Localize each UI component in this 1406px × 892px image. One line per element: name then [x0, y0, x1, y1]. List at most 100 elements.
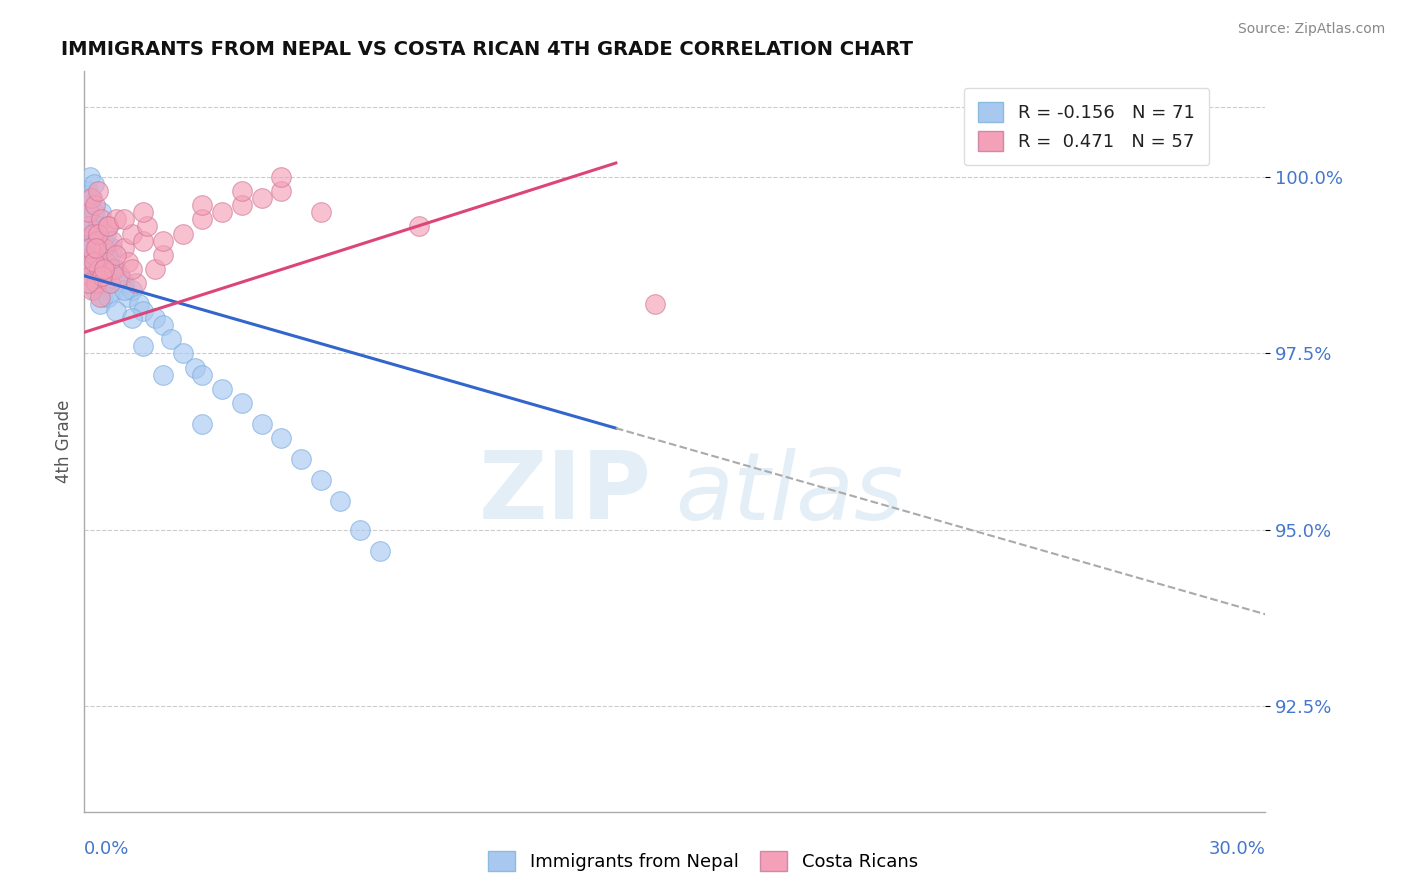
Point — [86, 276, 108, 290]
Point — [98, 276, 121, 290]
Point — [121, 283, 143, 297]
Point — [93, 234, 115, 248]
Point — [75, 205, 97, 219]
Point — [152, 248, 174, 262]
Point — [121, 227, 143, 241]
Point — [103, 283, 125, 297]
Point — [86, 234, 108, 248]
Point — [80, 276, 103, 290]
Point — [77, 198, 100, 212]
Point — [94, 227, 117, 241]
Point — [83, 248, 105, 262]
Point — [89, 241, 111, 255]
Point — [83, 177, 105, 191]
Point — [211, 205, 233, 219]
Point — [108, 268, 131, 283]
Point — [77, 276, 100, 290]
Text: ZIP: ZIP — [478, 448, 651, 540]
Point — [172, 346, 194, 360]
Point — [89, 290, 111, 304]
Point — [112, 241, 135, 255]
Point — [87, 219, 110, 234]
Point — [94, 254, 117, 268]
Point — [80, 191, 103, 205]
Point — [79, 234, 101, 248]
Point — [93, 241, 115, 255]
Point — [90, 212, 112, 227]
Point — [90, 205, 112, 219]
Point — [112, 212, 135, 227]
Point — [132, 234, 155, 248]
Y-axis label: 4th Grade: 4th Grade — [55, 400, 73, 483]
Point — [101, 241, 124, 255]
Point — [76, 227, 98, 241]
Point — [89, 283, 111, 297]
Point — [124, 276, 146, 290]
Point — [191, 198, 214, 212]
Point — [104, 212, 127, 227]
Point — [91, 268, 114, 283]
Point — [152, 368, 174, 382]
Point — [82, 283, 104, 297]
Point — [97, 290, 120, 304]
Point — [191, 368, 214, 382]
Point — [97, 219, 120, 234]
Point — [84, 227, 107, 241]
Point — [77, 205, 100, 219]
Text: 30.0%: 30.0% — [1209, 840, 1265, 858]
Point — [82, 191, 104, 205]
Point — [132, 339, 155, 353]
Point — [143, 311, 166, 326]
Point — [87, 227, 110, 241]
Point — [77, 184, 100, 198]
Point — [89, 254, 111, 268]
Point — [79, 170, 101, 185]
Point — [84, 241, 107, 255]
Point — [79, 241, 101, 255]
Point — [152, 234, 174, 248]
Point — [231, 184, 253, 198]
Point — [132, 205, 155, 219]
Point — [82, 254, 104, 268]
Point — [83, 205, 105, 219]
Point — [77, 212, 100, 227]
Point — [191, 212, 214, 227]
Point — [231, 396, 253, 410]
Point — [89, 261, 111, 276]
Point — [79, 241, 101, 255]
Point — [97, 248, 120, 262]
Point — [270, 170, 292, 185]
Point — [183, 360, 205, 375]
Point — [76, 219, 98, 234]
Point — [104, 261, 127, 276]
Point — [128, 297, 150, 311]
Point — [250, 191, 273, 205]
Point — [91, 261, 114, 276]
Point — [191, 417, 214, 431]
Point — [84, 261, 107, 276]
Point — [80, 219, 103, 234]
Point — [101, 261, 124, 276]
Text: IMMIGRANTS FROM NEPAL VS COSTA RICAN 4TH GRADE CORRELATION CHART: IMMIGRANTS FROM NEPAL VS COSTA RICAN 4TH… — [60, 39, 912, 59]
Point — [231, 198, 253, 212]
Point — [77, 254, 100, 268]
Point — [84, 198, 107, 212]
Point — [84, 268, 107, 283]
Point — [644, 297, 666, 311]
Text: 0.0%: 0.0% — [84, 840, 129, 858]
Text: Source: ZipAtlas.com: Source: ZipAtlas.com — [1237, 22, 1385, 37]
Point — [89, 297, 111, 311]
Point — [82, 227, 104, 241]
Point — [143, 261, 166, 276]
Point — [132, 304, 155, 318]
Point — [112, 276, 135, 290]
Point — [160, 332, 183, 346]
Point — [103, 261, 125, 276]
Point — [172, 227, 194, 241]
Point — [112, 283, 135, 297]
Point — [94, 268, 117, 283]
Point — [79, 268, 101, 283]
Point — [136, 219, 159, 234]
Point — [91, 290, 114, 304]
Point — [270, 184, 292, 198]
